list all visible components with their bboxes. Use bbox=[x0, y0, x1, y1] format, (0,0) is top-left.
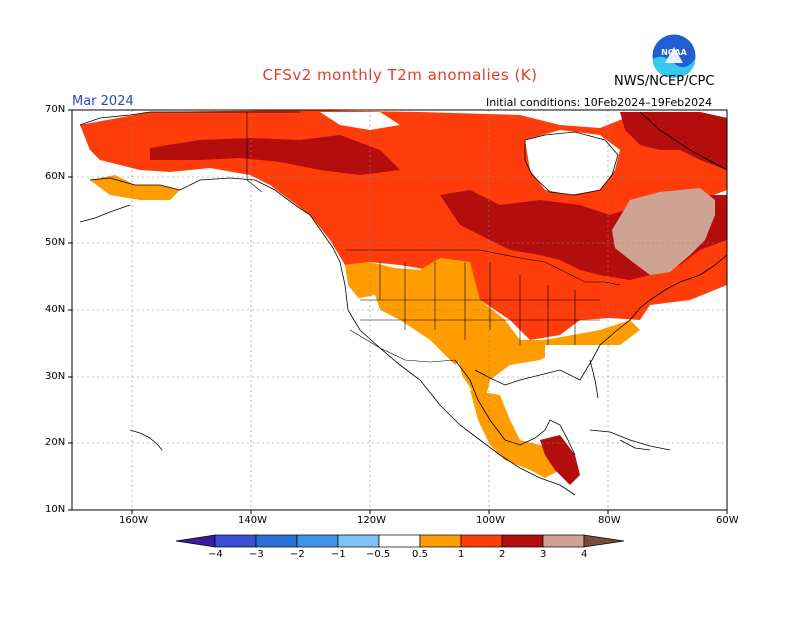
colorbar-label: 1 bbox=[458, 549, 465, 560]
colorbar-swatch-9 bbox=[542, 534, 585, 548]
noaa-logo: NOAA bbox=[651, 33, 697, 79]
lat-label: 20N bbox=[45, 437, 66, 448]
colorbar-swatch-4 bbox=[337, 534, 380, 548]
colorbar bbox=[175, 534, 625, 548]
colorbar-arrow-left bbox=[175, 534, 216, 548]
lat-label: 30N bbox=[45, 371, 66, 382]
lat-label: 50N bbox=[45, 237, 66, 248]
colorbar-swatch-1 bbox=[214, 534, 257, 548]
anomaly-2-3-region-central-america bbox=[540, 435, 580, 485]
anomaly-shading bbox=[80, 110, 727, 485]
colorbar-label: −0.5 bbox=[366, 549, 391, 560]
colorbar-label: 2 bbox=[499, 549, 506, 560]
initial-conditions: Initial conditions: 10Feb2024–19Feb2024 bbox=[486, 96, 713, 109]
colorbar-swatch-7 bbox=[460, 534, 503, 548]
colorbar-label: −3 bbox=[249, 549, 264, 560]
lat-label: 60N bbox=[45, 171, 66, 182]
gridlines bbox=[72, 110, 727, 510]
colorbar-swatch-3 bbox=[296, 534, 339, 548]
coastlines bbox=[79, 111, 727, 496]
anomaly-05-1-region-west bbox=[345, 258, 520, 365]
colorbar-label: 3 bbox=[540, 549, 547, 560]
lon-label: 120W bbox=[357, 515, 386, 526]
anomaly-05-1-region-alaska bbox=[90, 175, 180, 200]
colorbar-label: 4 bbox=[581, 549, 588, 560]
colorbar-arrow-right bbox=[583, 534, 625, 548]
near-normal-southeast-us bbox=[545, 345, 610, 380]
anomaly-2-3-region-north bbox=[150, 135, 400, 175]
lon-label: 80W bbox=[598, 515, 621, 526]
anomaly-3-4-region-quebec bbox=[612, 188, 715, 275]
lat-label: 40N bbox=[45, 304, 66, 315]
anomaly-05-1-region-mexico bbox=[470, 390, 560, 478]
map-title: CFSv2 monthly T2m anomalies (K) bbox=[262, 66, 538, 84]
colorbar-label: −1 bbox=[331, 549, 346, 560]
near-normal-hudson-bay bbox=[525, 130, 620, 195]
near-normal-west-us bbox=[350, 295, 455, 370]
axis-ticks bbox=[68, 109, 728, 514]
colorbar-swatch-6 bbox=[419, 534, 462, 548]
colorbar-swatch-2 bbox=[255, 534, 298, 548]
colorbar-swatch-8 bbox=[501, 534, 544, 548]
lon-label: 140W bbox=[238, 515, 267, 526]
colorbar-label: −2 bbox=[290, 549, 305, 560]
colorbar-swatch-5 bbox=[378, 534, 421, 548]
near-normal-arctic bbox=[320, 112, 400, 130]
colorbar-label: 0.5 bbox=[412, 549, 428, 560]
logo-text: NOAA bbox=[661, 48, 687, 57]
lon-label: 100W bbox=[476, 515, 505, 526]
colorbar-label: −4 bbox=[208, 549, 223, 560]
valid-month: Mar 2024 bbox=[72, 94, 134, 109]
lon-label: 160W bbox=[119, 515, 148, 526]
lat-label: 10N bbox=[45, 504, 66, 515]
credit-text: NWS/NCEP/CPC bbox=[614, 74, 715, 89]
lat-label: 70N bbox=[45, 104, 66, 115]
lon-label: 60W bbox=[716, 515, 739, 526]
anomaly-05-1-region-south bbox=[455, 320, 640, 400]
